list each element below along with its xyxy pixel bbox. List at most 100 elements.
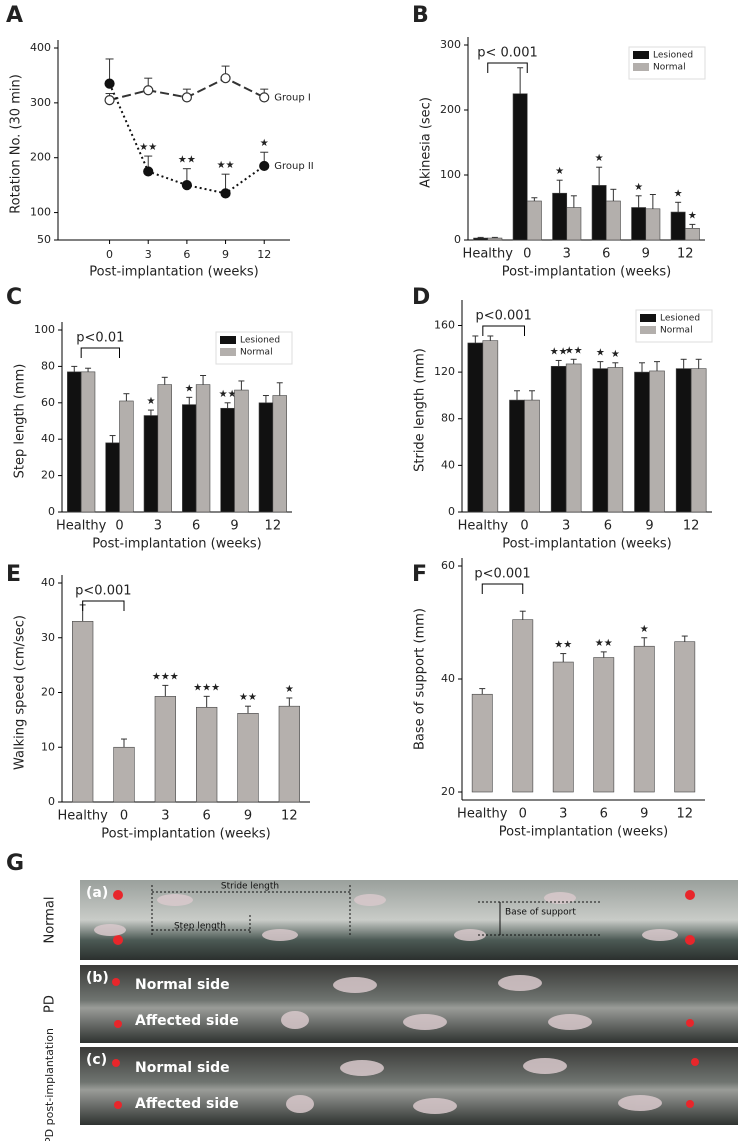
y-tick-label: 400: [30, 41, 51, 54]
photo: [80, 965, 738, 1043]
annotation: Affected side: [135, 1096, 239, 1112]
x-tick-label: 12: [265, 519, 282, 534]
point: [104, 78, 115, 89]
bar: [552, 661, 574, 793]
significance-stars: ★★: [595, 638, 613, 649]
bar: [645, 208, 661, 241]
significance-stars: ★: [285, 684, 294, 695]
bar: [670, 211, 686, 241]
significance-stars: ★: [634, 182, 643, 193]
y-tick-label: 30: [41, 631, 55, 644]
photo: [80, 1047, 738, 1125]
legend-swatch: [640, 314, 656, 322]
x-tick-label: 0: [520, 519, 528, 534]
bar: [565, 363, 582, 513]
y-tick-label: 0: [48, 505, 55, 518]
x-tick-label: Healthy: [57, 809, 108, 824]
x-tick-label: 6: [604, 519, 612, 534]
x-tick-label: 12: [683, 519, 700, 534]
panel-letter: F: [412, 562, 427, 587]
row-labels: Normal PD PD post-implantation: [43, 896, 58, 1141]
significance-stars: ★: [555, 166, 564, 177]
x-tick-label: 9: [230, 519, 238, 534]
x-axis-label: Post-implantation (weeks): [499, 825, 668, 840]
point: [143, 166, 154, 177]
y-tick-label: 300: [30, 96, 51, 109]
significance-stars: ★: [260, 138, 269, 149]
legend-swatch: [220, 348, 236, 356]
bar: [674, 641, 696, 793]
photo: [80, 880, 738, 960]
bar: [157, 384, 172, 513]
bar: [593, 657, 615, 793]
bar: [80, 371, 96, 513]
significance-stars: ★★: [178, 155, 196, 166]
bar: [524, 399, 540, 513]
x-tick-label: 0: [519, 807, 527, 822]
bar: [631, 207, 647, 241]
y-tick-label: 50: [37, 233, 51, 246]
measure-lines: [151, 885, 600, 936]
significance-stars: ★★: [239, 692, 257, 703]
bar: [649, 370, 665, 513]
bar: [182, 404, 197, 513]
panel-letter: G: [6, 851, 24, 876]
x-axis-label: Post-implantation (weeks): [101, 827, 270, 842]
y-tick-label: 100: [30, 206, 51, 219]
bar: [605, 200, 621, 241]
y-axis-label: Walking speed (cm/sec): [13, 615, 28, 770]
bar: [509, 399, 525, 513]
significance-stars: ★★: [554, 640, 572, 651]
y-tick-label: 60: [41, 396, 55, 409]
y-tick-label: 100: [440, 168, 461, 181]
p-value: p<0.001: [474, 567, 530, 582]
bar: [512, 619, 534, 793]
panel-letter: C: [6, 285, 22, 310]
panel-letter: E: [6, 562, 21, 587]
legend-label: Lesioned: [653, 51, 693, 61]
annotation: Normal side: [135, 977, 230, 993]
y-tick-label: 0: [454, 233, 461, 246]
bar: [105, 442, 120, 513]
x-tick-label: 0: [120, 809, 128, 824]
y-axis-label: Rotation No. (30 min): [9, 74, 24, 214]
x-tick-label: 9: [222, 248, 229, 261]
bar: [591, 185, 607, 241]
panel-g: G Normal PD PD post-implantation (a) (b)…: [6, 851, 738, 1141]
x-tick-label: 3: [154, 519, 162, 534]
significance-stars: ★: [674, 188, 683, 199]
x-axis-label: Post-implantation (weeks): [502, 537, 671, 552]
bar: [272, 395, 287, 513]
point: [220, 188, 231, 199]
x-tick-label: 6: [600, 807, 608, 822]
legend-swatch: [220, 336, 236, 344]
significance-stars: ★★: [139, 142, 157, 153]
y-tick-label: 20: [41, 469, 55, 482]
bar: [467, 342, 484, 513]
y-tick-label: 200: [440, 103, 461, 116]
point: [220, 73, 231, 84]
point: [181, 92, 192, 103]
bar: [482, 340, 499, 513]
y-axis-label: Akinesia (sec): [419, 97, 434, 188]
y-axis-label: Base of support (mm): [413, 608, 428, 750]
significance-stars: ★: [611, 349, 620, 360]
legend-swatch: [633, 63, 649, 71]
y-tick-label: 0: [48, 795, 55, 808]
x-tick-label: 6: [192, 519, 200, 534]
p-value: p<0.001: [75, 584, 131, 599]
panel-letter: A: [6, 3, 23, 28]
bar: [592, 368, 609, 513]
annotation: Step length: [174, 922, 226, 932]
x-tick-label: 0: [523, 247, 531, 262]
bar: [566, 207, 582, 241]
y-tick-label: 100: [34, 323, 55, 336]
significance-stars: ★★: [565, 345, 583, 356]
x-tick-label: 9: [640, 807, 648, 822]
y-tick-label: 40: [441, 672, 455, 685]
p-value: p<0.001: [475, 309, 531, 324]
bar: [143, 415, 159, 513]
x-tick-label: 6: [183, 248, 190, 261]
bar: [634, 371, 650, 513]
paws: [94, 892, 678, 1114]
